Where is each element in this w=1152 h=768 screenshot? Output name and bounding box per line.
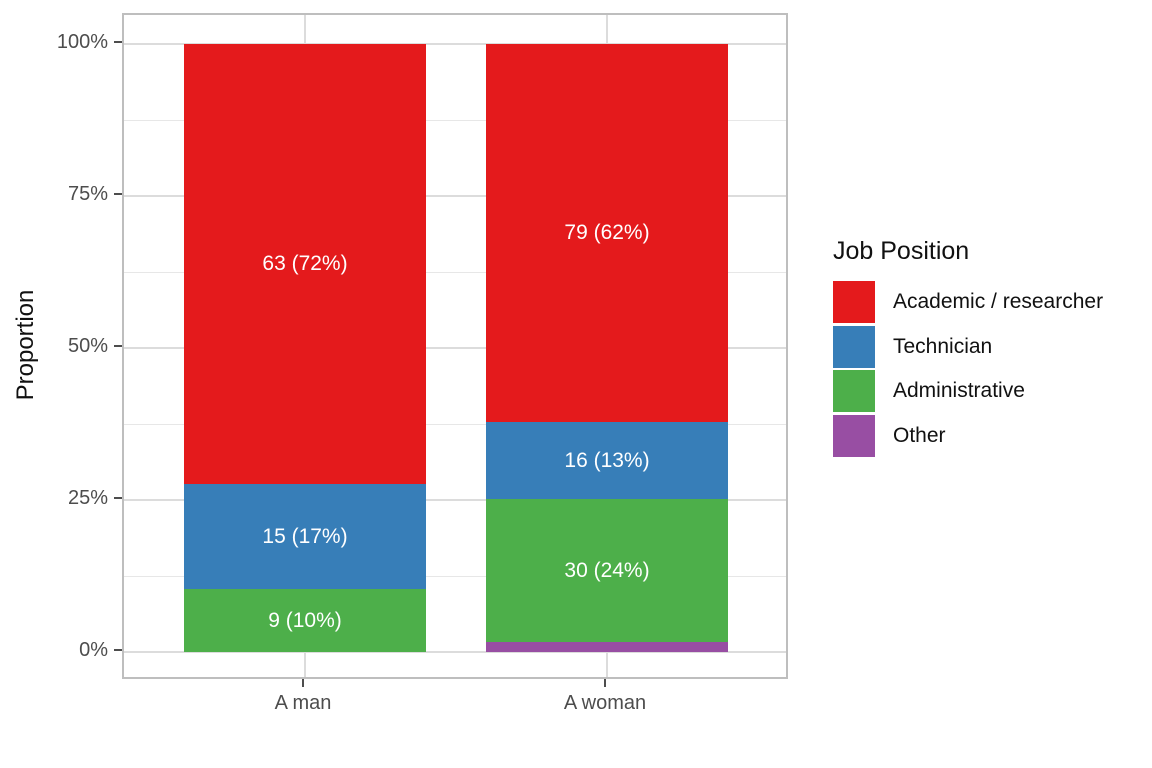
bar-label: 79 (62%) — [564, 221, 650, 245]
legend-entry: Administrative — [833, 369, 1148, 414]
major-gridline — [124, 195, 786, 197]
bar-segment — [486, 44, 728, 423]
legend-swatch — [833, 414, 875, 457]
major-gridline — [124, 43, 786, 45]
x-tick-label: A man — [274, 692, 332, 714]
minor-gridline — [124, 575, 786, 577]
minor-gridline — [124, 271, 786, 273]
bar-label: 30 (24%) — [564, 558, 650, 582]
legend-title: Job Position — [833, 237, 970, 265]
x-tick-mark — [604, 679, 606, 687]
legend-swatch — [833, 370, 875, 413]
bar-segment — [486, 642, 728, 652]
y-tick-label: 25% — [67, 487, 108, 509]
legend-entry: Technician — [833, 325, 1148, 370]
bar-segment — [486, 422, 728, 499]
legend: Job Position Academic / researcher Techni… — [833, 237, 1148, 458]
y-tick-label: 100% — [56, 31, 108, 53]
bar-label: 9 (10%) — [268, 608, 342, 632]
y-tick-mark — [114, 193, 122, 195]
y-tick-label: 50% — [67, 335, 108, 357]
minor-gridline — [124, 119, 786, 121]
legend-swatch — [833, 281, 875, 324]
legend-entry-label: Administrative — [893, 379, 1025, 403]
bar-segment — [184, 44, 426, 485]
y-tick-mark — [114, 497, 122, 499]
major-gridline — [124, 499, 786, 501]
bar-segment — [486, 498, 728, 643]
legend-entry-label: Technician — [893, 334, 993, 358]
x-tick-label: A woman — [563, 692, 647, 714]
y-tick-mark — [114, 345, 122, 347]
x-tick-mark — [302, 679, 304, 687]
y-tick-mark — [114, 41, 122, 43]
plot-panel: 9 (10%) 15 (17%) 63 (72%) 30 (24%) 16 (13%) 7… — [122, 13, 788, 679]
legend-entry: Academic / researcher — [833, 280, 1148, 325]
minor-gridline — [124, 423, 786, 425]
legend-swatch — [833, 325, 875, 368]
bar-segment — [184, 484, 426, 590]
legend-entry-label: Academic / researcher — [893, 290, 1104, 314]
major-gridline — [124, 651, 786, 653]
bar-label: 15 (17%) — [262, 524, 348, 548]
bar-label: 16 (13%) — [564, 448, 650, 472]
major-gridline — [124, 347, 786, 349]
legend-entry: Other — [833, 414, 1148, 459]
bar-segment — [184, 589, 426, 652]
legend-entries: Academic / researcher Technician Administr… — [833, 280, 1148, 458]
bar-label: 63 (72%) — [262, 252, 348, 276]
y-tick-label: 75% — [67, 183, 108, 205]
y-tick-label: 0% — [79, 639, 108, 661]
legend-entry-label: Other — [893, 423, 946, 447]
y-tick-mark — [114, 649, 122, 651]
